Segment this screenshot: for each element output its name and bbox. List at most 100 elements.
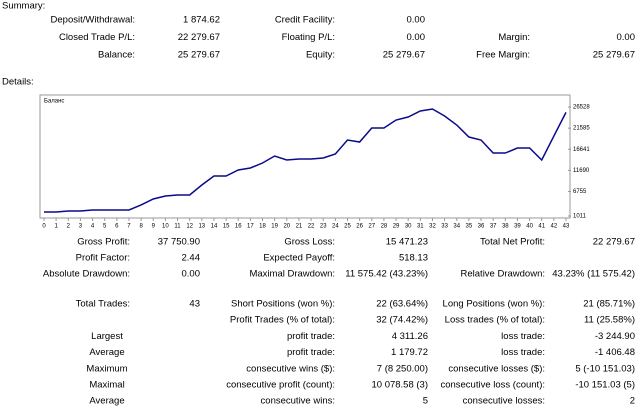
x-tick-label: 9 xyxy=(152,224,156,230)
row-label: Average xyxy=(89,396,124,407)
x-tick-label: 41 xyxy=(538,224,545,230)
x-tick-label: 36 xyxy=(478,224,485,230)
field-label: loss trade: xyxy=(501,347,545,358)
field-value: 0.00 xyxy=(617,32,636,43)
x-tick-label: 39 xyxy=(514,224,521,230)
details-title: Details: xyxy=(2,77,34,88)
field-value: 11 (25.58%) xyxy=(584,315,635,326)
x-tick-label: 7 xyxy=(127,224,131,230)
field-value: 15 471.23 xyxy=(386,237,428,248)
x-tick-label: 0 xyxy=(42,224,46,230)
field-label: Relative Drawdown: xyxy=(461,269,545,280)
x-tick-label: 15 xyxy=(223,224,230,230)
x-tick-label: 18 xyxy=(259,224,266,230)
x-tick-label: 3 xyxy=(79,224,83,230)
field-label: consecutive losses: xyxy=(463,396,545,407)
field-value: 22 279.67 xyxy=(178,32,220,43)
x-tick-label: 13 xyxy=(198,224,205,230)
y-tick-label: 26528 xyxy=(573,105,590,111)
x-tick-label: 1 xyxy=(54,224,58,230)
field-value: 43 xyxy=(189,299,200,310)
field-label: Floating P/L: xyxy=(282,32,335,43)
field-label: loss trade: xyxy=(501,331,545,342)
x-tick-label: 25 xyxy=(344,224,351,230)
field-value: -10 151.03 (5) xyxy=(575,380,635,391)
x-tick-label: 26 xyxy=(356,224,363,230)
field-label: Gross Loss: xyxy=(284,237,335,248)
field-value: 518.13 xyxy=(399,253,428,264)
field-value: 2 xyxy=(630,396,635,407)
chart-frame xyxy=(39,94,571,219)
summary-title: Summary: xyxy=(2,1,45,12)
field-value: 25 279.67 xyxy=(383,50,425,61)
row-label: Maximum xyxy=(86,363,127,374)
x-tick-label: 33 xyxy=(441,224,448,230)
field-value: 25 279.67 xyxy=(593,50,635,61)
x-tick-label: 4 xyxy=(91,224,95,230)
field-label: consecutive profit (count): xyxy=(226,380,335,391)
x-tick-label: 8 xyxy=(139,224,143,230)
field-value: 21 (85.71%) xyxy=(583,299,635,310)
x-tick-label: 34 xyxy=(453,224,460,230)
x-tick-label: 35 xyxy=(466,224,473,230)
field-label: consecutive wins ($): xyxy=(246,363,335,374)
field-value: 43.23% (11 575.42) xyxy=(552,269,635,280)
x-tick-label: 40 xyxy=(526,224,533,230)
field-label: Total Trades: xyxy=(76,299,130,310)
field-label: Long Positions (won %): xyxy=(443,299,545,310)
field-value: 0.00 xyxy=(407,32,426,43)
x-tick-label: 2 xyxy=(67,224,71,230)
x-tick-label: 28 xyxy=(381,224,388,230)
y-tick-label: 21585 xyxy=(573,126,590,132)
field-label: Profit Factor: xyxy=(76,253,130,264)
y-tick-label: 6755 xyxy=(573,189,587,195)
field-label: consecutive loss (count): xyxy=(440,380,545,391)
field-label: Balance: xyxy=(98,50,135,61)
field-value: 11 575.42 (43.23%) xyxy=(345,269,428,280)
field-label: Deposit/Withdrawal: xyxy=(51,15,135,26)
x-tick-label: 37 xyxy=(490,224,497,230)
field-label: Total Net Profit: xyxy=(480,237,545,248)
field-label: Equity: xyxy=(306,50,335,61)
field-label: Margin: xyxy=(498,32,530,43)
field-value: 2.44 xyxy=(182,253,201,264)
field-value: 7 (8 250.00) xyxy=(377,363,428,374)
x-tick-label: 19 xyxy=(271,224,278,230)
field-label: Expected Payoff: xyxy=(263,253,335,264)
field-label: Absolute Drawdown: xyxy=(43,269,130,280)
x-tick-label: 21 xyxy=(296,224,303,230)
x-tick-label: 22 xyxy=(308,224,315,230)
row-label: Largest xyxy=(91,331,123,342)
field-value: 37 750.90 xyxy=(158,237,200,248)
balance-line xyxy=(44,108,567,213)
x-tick-label: 42 xyxy=(551,224,558,230)
field-value: 32 (74.42%) xyxy=(376,315,428,326)
field-value: 0.00 xyxy=(182,269,201,280)
field-value: 1 179.72 xyxy=(391,347,428,358)
legend: Баланс xyxy=(44,99,64,105)
field-value: 25 279.67 xyxy=(178,50,220,61)
field-label: Loss trades (% of total): xyxy=(445,315,545,326)
field-label: Profit Trades (% of total): xyxy=(230,315,335,326)
field-value: -1 406.48 xyxy=(595,347,635,358)
row-label: Maximal xyxy=(89,380,124,391)
x-tick-label: 32 xyxy=(429,224,436,230)
y-tick-label: 11690 xyxy=(573,168,590,174)
x-tick-label: 27 xyxy=(368,224,375,230)
x-tick-label: 30 xyxy=(405,224,412,230)
y-tick-label: 16641 xyxy=(573,147,590,153)
y-tick-label: 1011 xyxy=(573,214,587,220)
field-label: Maximal Drawdown: xyxy=(249,269,335,280)
x-tick-label: 38 xyxy=(502,224,509,230)
x-tick-label: 29 xyxy=(393,224,400,230)
x-tick-label: 6 xyxy=(115,224,119,230)
field-value: 10 078.58 (3) xyxy=(371,380,428,391)
x-tick-label: 12 xyxy=(186,224,193,230)
field-label: profit trade: xyxy=(287,331,335,342)
x-tick-label: 43 xyxy=(563,224,570,230)
field-label: Gross Profit: xyxy=(77,237,130,248)
field-value: 5 (-10 151.03) xyxy=(575,363,635,374)
x-tick-label: 11 xyxy=(174,224,181,230)
field-label: profit trade: xyxy=(287,347,335,358)
field-value: -3 244.90 xyxy=(595,331,635,342)
